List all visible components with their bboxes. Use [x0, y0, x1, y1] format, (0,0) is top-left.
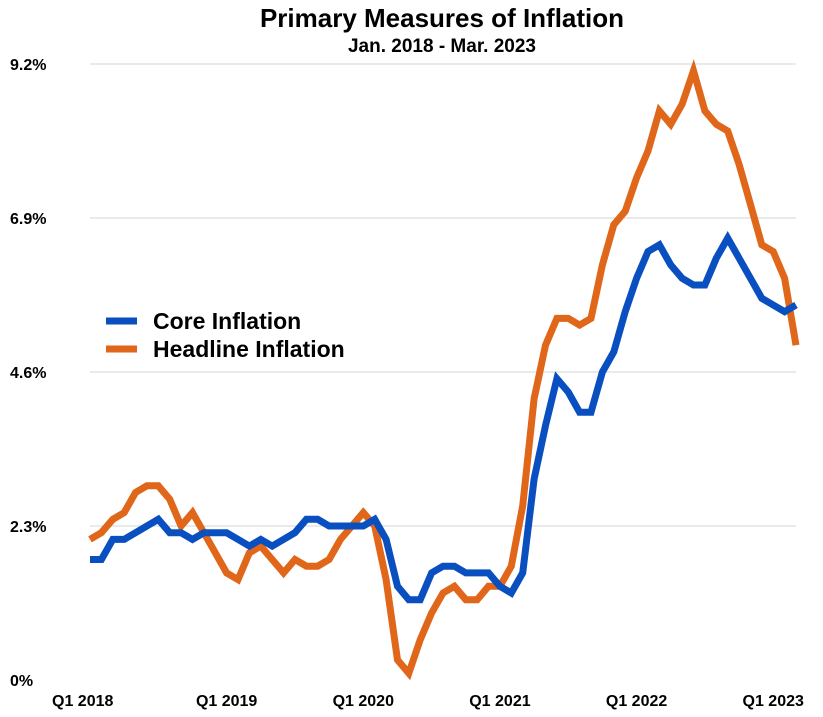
y-tick-label: 0%: [10, 673, 33, 690]
y-tick-label: 2.3%: [10, 519, 46, 536]
series-line-core-inflation: [90, 231, 798, 604]
chart-subtitle: Jan. 2018 - Mar. 2023: [348, 36, 536, 57]
x-tick-label: Q1 2018: [52, 693, 113, 710]
x-tick-label: Q1 2022: [606, 693, 667, 710]
x-tick-label: Q1 2019: [196, 693, 257, 710]
x-tick-label: Q1 2020: [333, 693, 394, 710]
legend-label: Headline Inflation: [153, 336, 345, 362]
x-tick-label: Q1 2021: [469, 693, 530, 710]
y-tick-label: 6.9%: [10, 211, 46, 228]
y-axis-ticks: 0% 2.3% 4.6% 6.9% 9.2%: [10, 57, 46, 690]
y-tick-label: 4.6%: [10, 365, 46, 382]
chart-title: Primary Measures of Inflation: [260, 3, 624, 33]
x-axis-ticks: Q1 2018 Q1 2019 Q1 2020 Q1 2021 Q1 2022 Q1 20…: [52, 693, 804, 710]
series-lines: [88, 58, 800, 681]
legend-label: Core Inflation: [153, 308, 301, 334]
x-tick-label: Q1 2023: [743, 693, 804, 710]
series-line-headline-inflation: [88, 58, 800, 681]
y-tick-label: 9.2%: [10, 57, 46, 74]
gridlines: [90, 63, 796, 527]
